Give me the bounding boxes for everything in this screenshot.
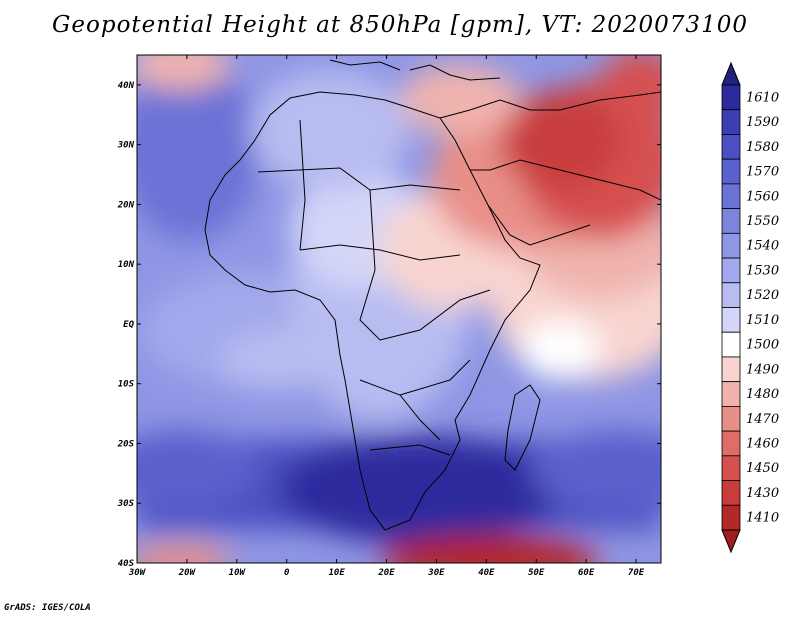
colorbar-label: 1450 [746, 461, 779, 476]
colorbar-label: 1570 [746, 165, 779, 180]
y-tick-label: 40N [118, 81, 135, 91]
colorbar-swatch [721, 183, 741, 210]
y-tick-label: 10N [118, 260, 135, 270]
colorbar-label: 1610 [746, 90, 779, 105]
y-tick-label: 30N [117, 141, 135, 151]
x-tick-label: 10W [229, 568, 247, 578]
colorbar-label: 1520 [746, 288, 779, 303]
colorbar-swatch [721, 480, 741, 506]
colorbar-label: 1500 [746, 338, 779, 353]
colorbar-swatch [721, 282, 741, 308]
colorbar-label: 1490 [746, 362, 779, 377]
colorbar-swatch [721, 455, 741, 481]
y-tick-label: 20N [117, 200, 135, 210]
x-tick-label: 20W [178, 568, 197, 578]
x-tick-label: 30W [128, 568, 147, 578]
x-tick-label: 70E [628, 568, 645, 578]
colorbar-swatch [721, 356, 741, 383]
colorbar-swatch [721, 109, 741, 135]
colorbar-label: 1580 [746, 140, 779, 155]
colorbar-label: 1510 [746, 313, 779, 328]
plot-frame [136, 54, 662, 564]
colorbar-swatch [721, 158, 741, 185]
colorbar-swatch [721, 430, 741, 457]
colorbar-label: 1410 [746, 511, 779, 526]
colorbar-bottom-arrow [721, 529, 741, 554]
x-tick-label: 30E [427, 568, 445, 578]
colorbar-swatch [721, 84, 741, 111]
y-tick-label: 20S [117, 439, 135, 449]
height-field [137, 55, 661, 563]
colorbar-top-arrow [721, 61, 741, 86]
colorbar-swatch [721, 208, 741, 234]
colorbar-label: 1470 [746, 412, 779, 427]
x-tick-label: 10E [328, 568, 345, 578]
colorbar-swatch [721, 405, 741, 432]
x-tick-label: 20E [377, 568, 395, 578]
y-tick-label: 10S [118, 380, 135, 390]
colorbar-label: 1550 [746, 214, 779, 229]
y-tick-label: EQ [123, 320, 134, 330]
colorbar-swatch [721, 307, 741, 333]
colorbar: 1610 1590 1580 1570 1560 1550 1540 1530 1520 1510… [721, 61, 779, 554]
colorbar-swatch [721, 331, 741, 358]
colorbar-label: 1590 [746, 115, 779, 130]
y-tick-label: 40S [118, 559, 135, 569]
y-tick-label: 30S [117, 499, 135, 509]
colorbar-swatch [721, 381, 741, 407]
y-axis: 40N 30N 20N 10N EQ 10S 20S 30S 40S [117, 81, 661, 569]
colorbar-swatch [721, 134, 741, 160]
grads-credit: GrADS: IGES/COLA [4, 603, 91, 613]
colorbar-label: 1460 [746, 436, 779, 451]
x-tick-label: 0 [284, 568, 290, 578]
x-tick-label: 60E [578, 568, 595, 578]
map-title: Geopotential Height at 850hPa [gpm], VT:… [52, 12, 748, 38]
colorbar-swatch [721, 257, 741, 284]
colorbar-swatch [721, 232, 741, 259]
x-tick-label: 50E [528, 568, 545, 578]
x-axis: 30W 20W 10W 0 10E 20E 30E 40E 50E 60E 70E [128, 55, 645, 578]
coastlines [204, 59, 661, 531]
colorbar-label: 1560 [746, 189, 779, 204]
x-tick-label: 40E [478, 568, 495, 578]
colorbar-swatch [721, 504, 741, 531]
colorbar-label: 1430 [746, 486, 779, 501]
colorbar-label: 1530 [746, 263, 779, 278]
colorbar-label: 1540 [746, 239, 779, 254]
colorbar-label: 1480 [746, 387, 779, 402]
